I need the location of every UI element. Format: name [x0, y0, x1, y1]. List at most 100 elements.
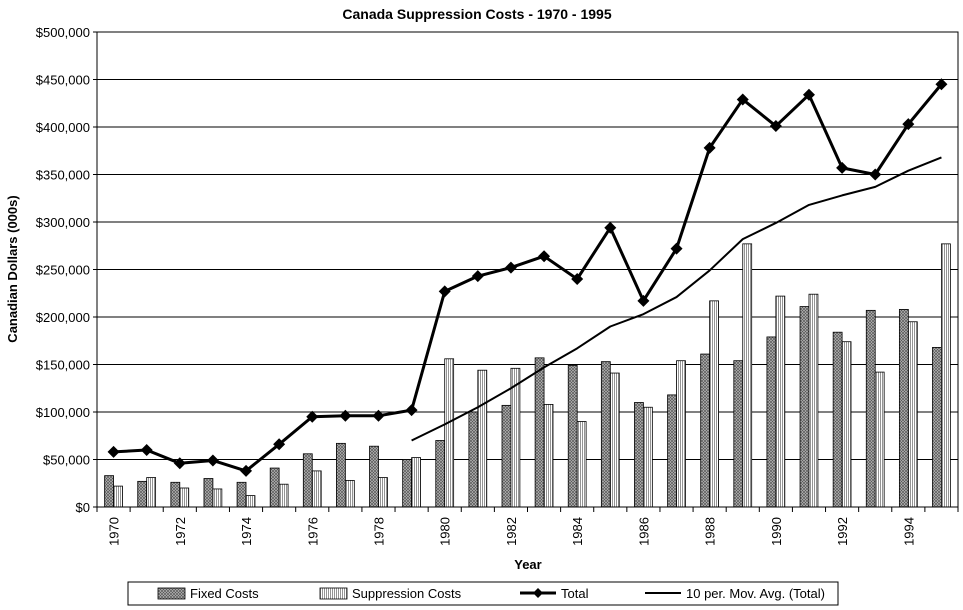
- line-10-per-mov-avg-total: [411, 156, 942, 442]
- marker-total: [140, 444, 153, 456]
- bar-suppression-costs: [477, 369, 488, 508]
- lines: [113, 83, 943, 473]
- marker-total: [769, 120, 782, 133]
- x-tick-label: 1990: [769, 517, 784, 546]
- bar-fixed-costs: [236, 481, 247, 508]
- legend-label-suppression-costs: Suppression Costs: [352, 586, 462, 601]
- bar-suppression-costs: [941, 243, 951, 508]
- marker-total: [670, 242, 683, 255]
- bar-suppression-costs: [709, 300, 719, 508]
- x-tick-label: 1994: [901, 517, 916, 546]
- bar-suppression-costs: [344, 479, 355, 508]
- line-total: [113, 83, 943, 473]
- bar-suppression-costs: [444, 358, 455, 508]
- bar-fixed-costs: [799, 306, 810, 508]
- marker-total: [206, 454, 219, 467]
- legend-label-fixed-costs: Fixed Costs: [190, 586, 259, 601]
- y-axis-ticks: $0 $50,000 $100,000 $150,000 $200,000 $250,00…: [36, 25, 97, 515]
- marker-total: [869, 168, 882, 181]
- y-tick-label: $450,000: [36, 73, 90, 88]
- bar-suppression-costs: [311, 470, 322, 508]
- bar-fixed-costs: [733, 360, 744, 508]
- x-axis-ticks: 1970 1972 1974 1976 1978 1980 1982 1984 1986 1988…: [96, 507, 959, 546]
- x-axis-title: Year: [514, 557, 541, 572]
- bar-fixed-costs: [766, 336, 777, 508]
- legend-label-total: Total: [561, 586, 589, 601]
- bar-fixed-costs: [932, 346, 942, 508]
- x-tick-label: 1988: [703, 517, 718, 546]
- y-tick-label: $300,000: [36, 215, 90, 230]
- y-tick-label: $350,000: [36, 168, 90, 183]
- marker-total: [372, 409, 385, 422]
- x-tick-label: 1982: [504, 517, 519, 546]
- x-tick-label: 1992: [835, 517, 850, 546]
- marker-total: [604, 221, 617, 234]
- legend: Fixed Costs Suppression Costs Total 10 p…: [127, 581, 839, 606]
- marker-total: [703, 141, 716, 154]
- y-tick-label: $250,000: [36, 263, 90, 278]
- marker-total: [438, 285, 451, 298]
- marker-total: [637, 294, 650, 307]
- bar-fixed-costs: [137, 480, 148, 508]
- gridlines: [97, 79, 958, 460]
- markers: [107, 78, 948, 477]
- bar-fixed-costs: [104, 475, 114, 508]
- plot-area-frame: [96, 31, 959, 508]
- bar-fixed-costs: [435, 440, 446, 508]
- bar-suppression-costs: [411, 457, 421, 508]
- chart-title: Canada Suppression Costs - 1970 - 1995: [342, 6, 611, 22]
- x-tick-label: 1980: [438, 517, 453, 546]
- bar-suppression-costs: [609, 372, 620, 508]
- x-tick-label: 1970: [107, 517, 122, 546]
- legend-label-moving-average: 10 per. Mov. Avg. (Total): [686, 586, 825, 601]
- marker-total: [902, 118, 915, 131]
- bar-fixed-costs: [203, 478, 214, 508]
- bar-suppression-costs: [874, 371, 885, 508]
- bar-suppression-costs: [245, 495, 256, 508]
- y-tick-label: $100,000: [36, 405, 90, 420]
- marker-total: [306, 410, 319, 423]
- x-tick-label: 1978: [371, 517, 386, 546]
- legend-swatch-fixed-costs: [157, 587, 186, 600]
- bar-fixed-costs: [600, 361, 611, 508]
- bar-fixed-costs: [468, 411, 479, 508]
- bar-suppression-costs: [676, 360, 686, 508]
- bar-fixed-costs: [269, 467, 280, 508]
- marker-total: [173, 457, 186, 470]
- bar-suppression-costs: [179, 487, 190, 508]
- marker-total: [935, 78, 948, 91]
- bar-suppression-costs: [907, 321, 918, 508]
- marker-total: [802, 88, 815, 101]
- legend-marker-total: [533, 588, 543, 598]
- bar-fixed-costs: [567, 365, 578, 508]
- marker-total: [836, 161, 849, 174]
- marker-total: [273, 438, 286, 451]
- bar-fixed-costs: [898, 308, 909, 508]
- y-axis-title: Canadian Dollars (000s): [5, 195, 20, 342]
- marker-total: [471, 270, 484, 283]
- marker-total: [107, 445, 120, 458]
- bar-fixed-costs: [700, 353, 711, 508]
- bar-fixed-costs: [336, 442, 346, 508]
- bar-suppression-costs: [775, 295, 786, 508]
- bar-fixed-costs: [170, 481, 181, 508]
- marker-total: [571, 273, 584, 285]
- bar-suppression-costs: [378, 477, 388, 508]
- bar-suppression-costs: [841, 341, 852, 508]
- bar-suppression-costs: [212, 488, 223, 508]
- bar-fixed-costs: [667, 394, 677, 508]
- bar-fixed-costs: [501, 404, 512, 508]
- bar-suppression-costs: [146, 477, 157, 508]
- legend-swatch-suppression-costs: [319, 587, 348, 600]
- y-tick-label: $500,000: [36, 25, 90, 40]
- x-tick-label: 1976: [305, 517, 320, 546]
- bar-fixed-costs: [369, 445, 379, 508]
- x-tick-label: 1974: [239, 517, 254, 546]
- y-tick-label: $200,000: [36, 310, 90, 325]
- bar-suppression-costs: [510, 367, 521, 508]
- bar-fixed-costs: [634, 402, 644, 508]
- bar-suppression-costs: [543, 403, 554, 508]
- y-tick-label: $50,000: [43, 453, 90, 468]
- bar-fixed-costs: [402, 459, 412, 508]
